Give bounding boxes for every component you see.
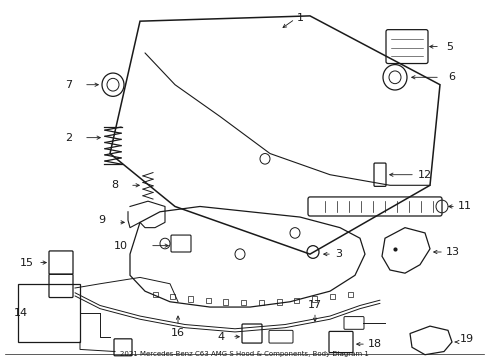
Text: 3: 3 [334,249,341,259]
Text: 10: 10 [114,240,128,251]
Text: 18: 18 [367,339,381,349]
Text: 2: 2 [65,132,72,143]
Text: 5: 5 [445,42,452,51]
Text: 19: 19 [459,334,473,344]
Text: 16: 16 [171,328,184,338]
Text: 9: 9 [98,215,105,225]
Text: 2021 Mercedes-Benz C63 AMG S Hood & Components, Body Diagram 1: 2021 Mercedes-Benz C63 AMG S Hood & Comp… [120,351,368,357]
Text: 4: 4 [218,332,224,342]
Text: 8: 8 [111,180,118,190]
Text: 12: 12 [417,170,431,180]
Text: 6: 6 [447,72,454,82]
Text: 13: 13 [445,247,459,257]
Text: 15: 15 [20,258,34,267]
Text: 7: 7 [65,80,72,90]
Text: 11: 11 [457,202,471,211]
Text: 14: 14 [14,309,28,318]
Text: 17: 17 [307,300,322,310]
Text: 1: 1 [296,13,303,23]
